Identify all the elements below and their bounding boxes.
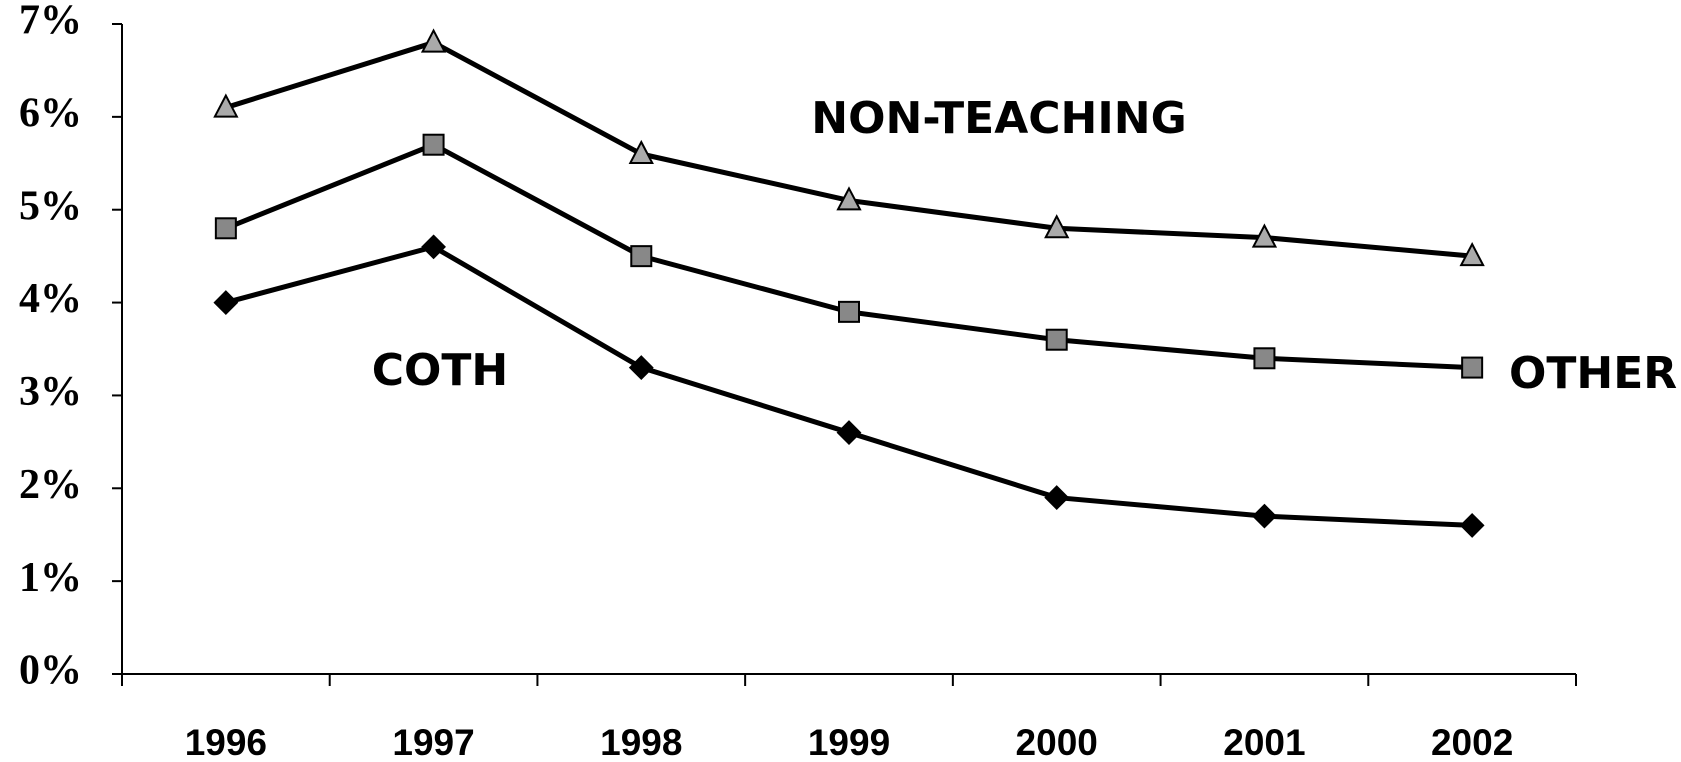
x-tick-label: 2001	[1223, 722, 1305, 762]
series-label: OTHER	[1509, 348, 1677, 399]
x-tick-label: 1997	[392, 722, 474, 762]
series-line	[224, 142, 1473, 371]
y-tick-label: 4%	[19, 276, 82, 322]
marker	[630, 245, 653, 268]
marker	[213, 93, 239, 118]
x-tick-label: 2000	[1016, 722, 1098, 762]
marker	[421, 234, 446, 260]
marker	[1252, 503, 1277, 529]
x-tick-label: 1996	[185, 722, 267, 762]
y-tick-label: 2%	[19, 462, 82, 508]
marker	[1044, 485, 1070, 510]
y-tick-label: 6%	[19, 90, 82, 136]
marker	[213, 290, 239, 315]
marker	[1459, 241, 1485, 267]
marker	[1461, 356, 1484, 379]
x-tick-label: 1999	[808, 722, 890, 762]
marker	[838, 300, 860, 323]
series-label: NON-TEACHING	[811, 93, 1186, 144]
marker	[836, 186, 862, 211]
y-tick-label: 0%	[19, 648, 82, 694]
series-line	[225, 40, 1473, 259]
x-tick-label: 2002	[1431, 722, 1513, 762]
marker	[628, 355, 654, 380]
marker	[1251, 223, 1278, 248]
marker	[1044, 214, 1070, 239]
marker	[628, 139, 654, 164]
marker	[836, 420, 862, 445]
series-label: COTH	[372, 345, 509, 396]
y-tick-label: 3%	[19, 369, 82, 415]
y-tick-label: 5%	[19, 183, 82, 229]
marker	[420, 28, 447, 53]
y-tick-label: 7%	[19, 0, 82, 44]
y-tick-label: 1%	[19, 555, 82, 601]
marker	[214, 217, 237, 240]
marker	[422, 133, 445, 156]
x-tick-label: 1998	[600, 722, 682, 762]
marker	[1253, 347, 1276, 370]
marker	[1459, 513, 1485, 538]
marker	[1045, 328, 1068, 351]
